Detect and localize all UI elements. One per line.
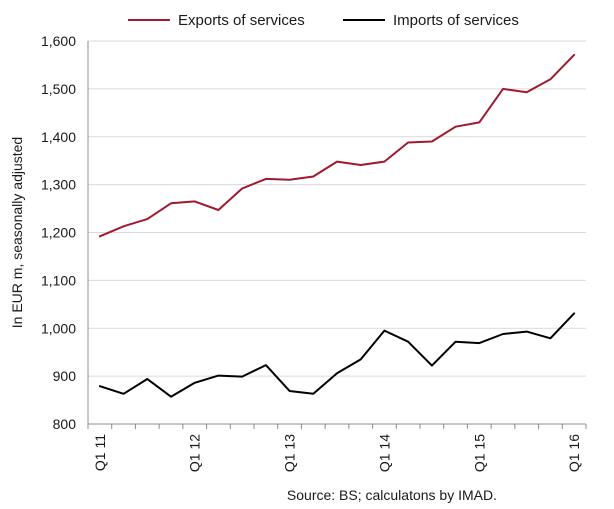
x-tick-label: Q1 12 [187,434,203,472]
x-tick-label: Q1 13 [282,434,298,472]
y-tick-label: 1,200 [41,225,76,241]
x-tick-labels: Q1 11 Q1 12 Q1 13 Q1 14 Q1 15 Q1 16 [87,424,587,472]
x-tick-label: Q1 16 [566,434,582,472]
x-tick-label: Q1 14 [376,434,392,472]
y-tick-labels: 800 900 1,000 1,100 1,200 1,300 1,400 1,500 1,60… [41,33,76,432]
y-tick-label: 1,500 [41,81,76,97]
legend: Exports of services Imports of services [128,12,519,29]
y-tick-label: 1,400 [41,129,76,145]
series-line-exports [98,53,576,238]
series-line-imports [98,312,576,398]
y-tick-label: 900 [53,368,77,384]
y-tick-label: 1,300 [41,177,76,193]
legend-label: Imports of services [393,12,519,29]
source-note: Source: BS; calculatons by IMAD. [287,487,497,503]
x-tick-label: Q1 11 [92,434,108,471]
y-tick-label: 1,600 [41,33,76,49]
y-tick-label: 1,000 [41,320,76,336]
legend-label: Exports of services [178,12,305,29]
series-lines [98,53,576,398]
x-tick-label: Q1 15 [471,434,487,472]
gridlines [88,40,586,425]
axes [87,41,586,425]
y-axis-label: In EUR m, seasonally adjusted [9,137,25,328]
y-tick-label: 800 [53,416,77,432]
y-tick-label: 1,100 [41,272,76,288]
